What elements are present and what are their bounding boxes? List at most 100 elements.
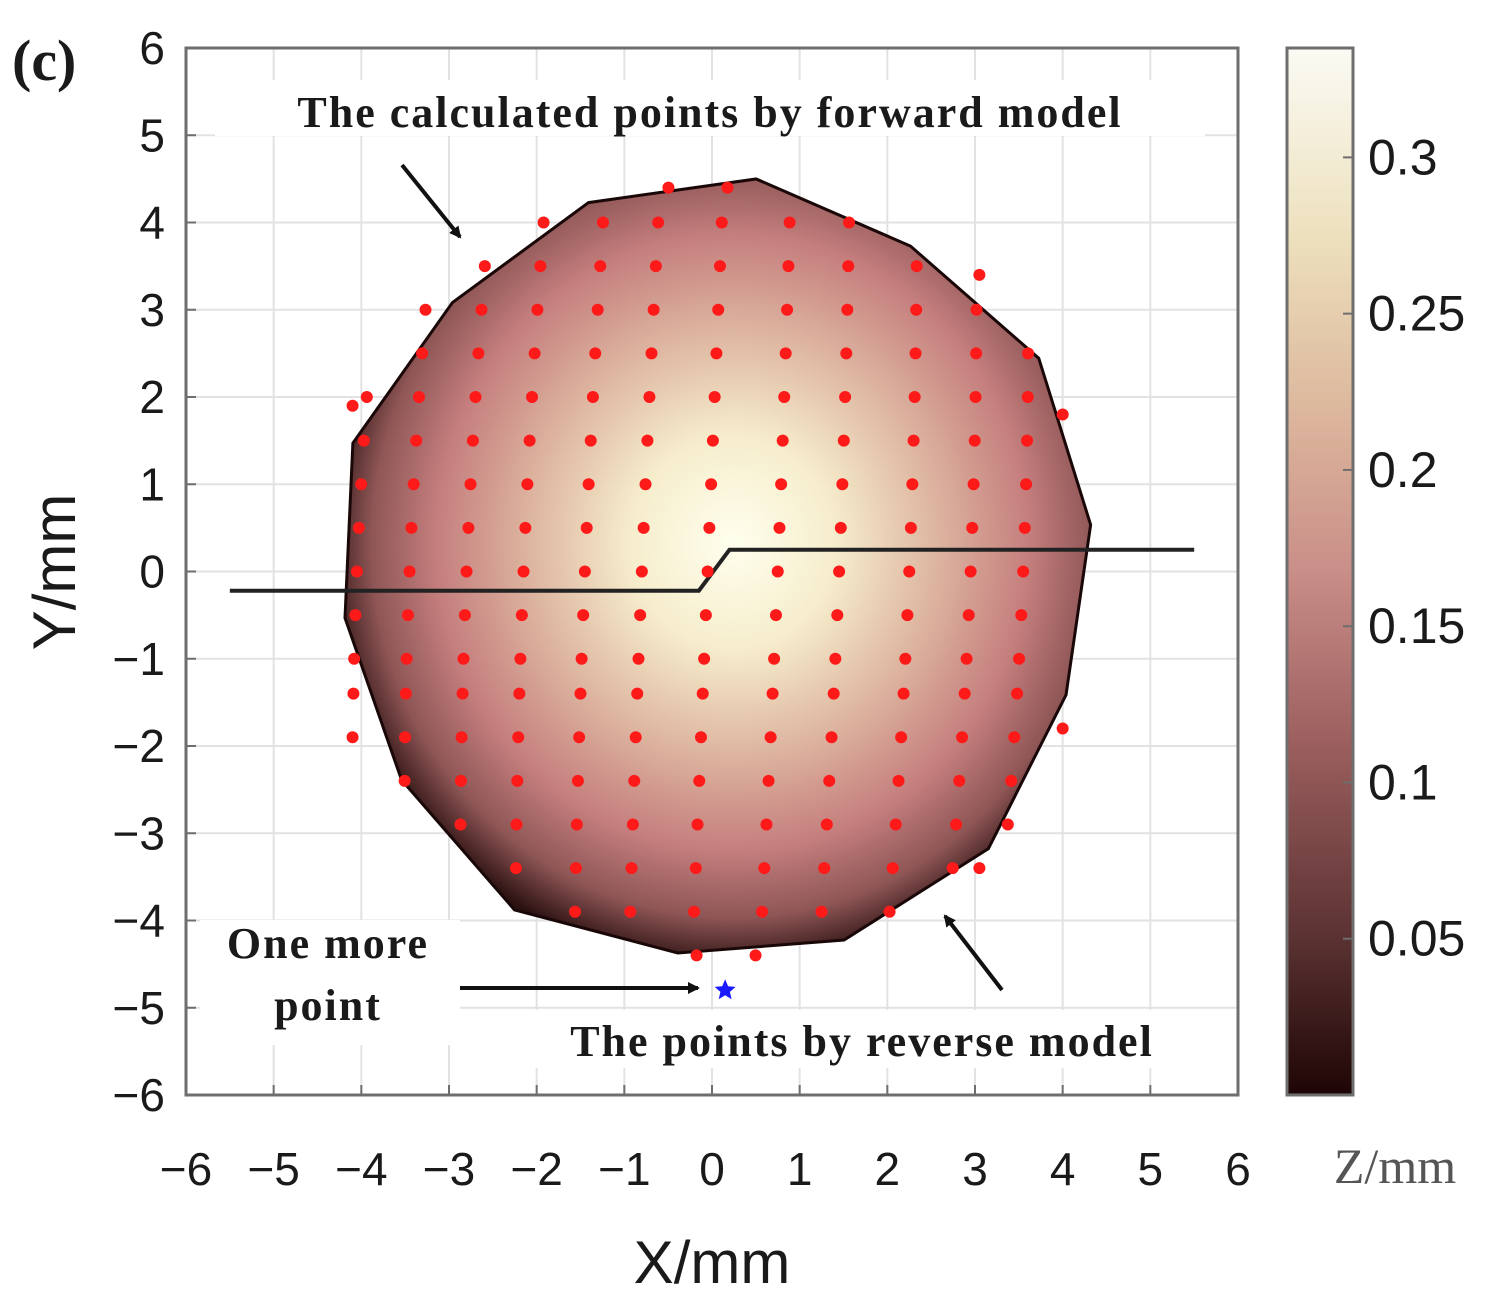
forward-point — [897, 687, 910, 700]
forward-point — [773, 521, 786, 534]
forward-point — [405, 521, 418, 534]
extra-annotation-line1: One more — [227, 919, 429, 968]
forward-point — [756, 905, 769, 918]
forward-point — [580, 521, 593, 534]
forward-point — [962, 609, 975, 622]
forward-point — [410, 434, 423, 447]
forward-point — [515, 609, 528, 622]
forward-point — [454, 774, 467, 787]
forward-point — [469, 391, 482, 403]
forward-point — [768, 652, 781, 665]
x-tick-label: −4 — [335, 1143, 387, 1195]
forward-point — [953, 774, 966, 787]
forward-point — [626, 818, 639, 831]
forward-point — [569, 862, 582, 875]
reverse-annotation: The points by reverse model — [570, 1017, 1154, 1066]
forward-point — [1001, 818, 1014, 831]
forward-point — [781, 303, 794, 316]
forward-point — [534, 260, 547, 273]
forward-point — [401, 609, 414, 622]
colorbar-tick-label: 0.1 — [1368, 754, 1438, 810]
forward-point — [419, 303, 432, 316]
forward-point — [839, 391, 852, 403]
forward-point — [909, 347, 922, 360]
forward-point — [624, 905, 637, 918]
forward-point — [528, 347, 541, 360]
forward-point — [398, 774, 411, 787]
forward-point — [635, 565, 648, 578]
forward-point — [350, 565, 363, 578]
x-tick-label: 5 — [1138, 1143, 1164, 1195]
forward-point — [523, 434, 536, 447]
y-tick-label: −5 — [113, 982, 165, 1034]
y-tick-label: 3 — [139, 284, 165, 336]
y-tick-label: 5 — [139, 109, 165, 161]
forward-point — [407, 478, 420, 491]
y-tick-labels: 6 5 4 3 2 1 0 −1 −2 −3 −4 −5 −6 — [113, 22, 165, 1121]
x-axis-label: X/mm — [634, 1229, 791, 1296]
y-tick-label: −1 — [113, 633, 165, 685]
forward-point — [596, 216, 609, 229]
forward-point — [834, 521, 847, 534]
y-tick-label: 4 — [139, 197, 165, 249]
forward-point — [460, 565, 473, 578]
section-line — [229, 547, 1195, 593]
y-tick-label: −4 — [113, 895, 165, 947]
forward-point — [634, 609, 647, 622]
forward-point — [348, 652, 361, 665]
forward-point — [973, 268, 986, 281]
forward-point — [691, 818, 704, 831]
y-tick-label: 2 — [139, 371, 165, 423]
forward-point — [1013, 652, 1026, 665]
forward-point — [652, 216, 665, 229]
forward-point — [762, 774, 775, 787]
forward-point — [710, 347, 723, 360]
forward-point — [1056, 722, 1069, 735]
forward-point — [690, 949, 703, 962]
forward-point — [349, 609, 362, 622]
forward-point — [712, 303, 725, 316]
forward-point — [521, 478, 534, 491]
forward-point — [631, 687, 644, 700]
forward-point — [1008, 731, 1021, 744]
x-tick-label: 0 — [699, 1143, 725, 1195]
reverse-point-group — [714, 979, 736, 1000]
forward-point — [458, 609, 471, 622]
forward-point — [509, 862, 522, 875]
forward-point — [352, 521, 365, 534]
forward-point — [589, 347, 602, 360]
forward-point — [466, 434, 479, 447]
forward-point — [464, 478, 477, 491]
forward-point — [689, 862, 702, 875]
forward-point — [769, 609, 782, 622]
x-tick-label: −2 — [510, 1143, 562, 1195]
forward-point — [721, 181, 734, 194]
plot-frame — [184, 46, 1240, 1097]
x-tick-label: 3 — [962, 1143, 988, 1195]
forward-point — [908, 391, 921, 403]
forward-point — [1022, 347, 1035, 360]
forward-point — [766, 687, 779, 700]
forward-point — [514, 652, 527, 665]
forward-point — [907, 434, 920, 447]
forward-point — [586, 391, 599, 403]
colorbar-label: Z/mm — [1334, 1138, 1456, 1194]
forward-point — [843, 216, 856, 229]
colorbar-tick-label: 0.2 — [1368, 442, 1438, 498]
forward-point — [956, 731, 969, 744]
forward-point — [818, 862, 831, 875]
y-tick-label: 6 — [139, 22, 165, 74]
forward-point — [412, 391, 425, 403]
forward-point — [647, 303, 660, 316]
forward-point — [510, 818, 523, 831]
forward-point — [416, 347, 429, 360]
forward-point — [906, 478, 919, 491]
forward-point — [455, 731, 468, 744]
forward-point — [1017, 565, 1030, 578]
x-tick-label: 6 — [1225, 1143, 1251, 1195]
forward-point — [901, 609, 914, 622]
forward-point — [403, 565, 416, 578]
forward-arrow — [400, 163, 462, 239]
forward-point — [820, 818, 833, 831]
forward-point — [775, 478, 788, 491]
